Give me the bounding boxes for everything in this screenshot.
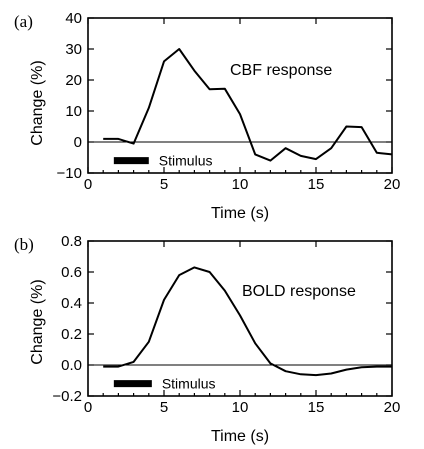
panel-a-annotation: CBF response xyxy=(230,62,332,79)
panel-a-ylabel: Change (%) xyxy=(29,60,46,145)
panel-b-xtick-label: 20 xyxy=(384,399,401,416)
panel-a-xtick-label: 20 xyxy=(384,176,401,193)
panel-b-xtick-label: 15 xyxy=(308,399,325,416)
panel-b-xlabel: Time (s) xyxy=(211,428,269,445)
panel-b-xtick-label: 5 xyxy=(160,399,168,416)
panel-b-ytick-label: 0.4 xyxy=(61,295,82,312)
panel-a-response-line xyxy=(103,48,393,162)
panel-a-stimulus-label: Stimulus xyxy=(159,153,213,169)
panel-a: (a) Change (%) Time (s) CBF response Sti… xyxy=(14,10,400,222)
panel-a-xtick-label: 10 xyxy=(232,176,249,193)
panel-b-response-line xyxy=(103,266,392,377)
panel-b-ytick-label: 0.2 xyxy=(61,326,82,343)
panel-b-ytick-label: −0.2 xyxy=(52,388,82,405)
panel-a-ytick-label: 30 xyxy=(65,41,82,58)
panel-b-label: (b) xyxy=(14,235,34,254)
panel-b-xtick-label: 10 xyxy=(232,399,249,416)
panel-a-ytick-label: 20 xyxy=(65,72,82,89)
panel-a-xtick-label: 15 xyxy=(308,176,325,193)
panel-a-ytick-label: 10 xyxy=(65,103,82,120)
panel-b-ytick-label: 0.8 xyxy=(61,233,82,250)
panel-a-ytick-label: 40 xyxy=(65,10,82,27)
panel-a-axes-frame xyxy=(87,17,393,174)
panel-a-ytick-label: 0 xyxy=(74,134,82,151)
panel-b-xtick-label: 0 xyxy=(84,399,92,416)
panel-b-axes-frame xyxy=(87,240,393,397)
panel-a-label: (a) xyxy=(14,12,33,31)
panel-a-xlabel: Time (s) xyxy=(211,205,269,222)
panel-a-xtick-label: 5 xyxy=(160,176,168,193)
panel-b: (b) Change (%) Time (s) BOLD response St… xyxy=(14,233,400,445)
panel-a-xtick-label: 0 xyxy=(84,176,92,193)
panel-b-ylabel: Change (%) xyxy=(29,279,46,364)
panel-b-ytick-label: 0.6 xyxy=(61,264,82,281)
panel-b-ytick-label: 0.0 xyxy=(61,357,82,374)
panel-a-ytick-label: −10 xyxy=(57,165,82,182)
panel-b-annotation: BOLD response xyxy=(242,283,356,300)
panel-b-stimulus-label: Stimulus xyxy=(162,376,216,392)
